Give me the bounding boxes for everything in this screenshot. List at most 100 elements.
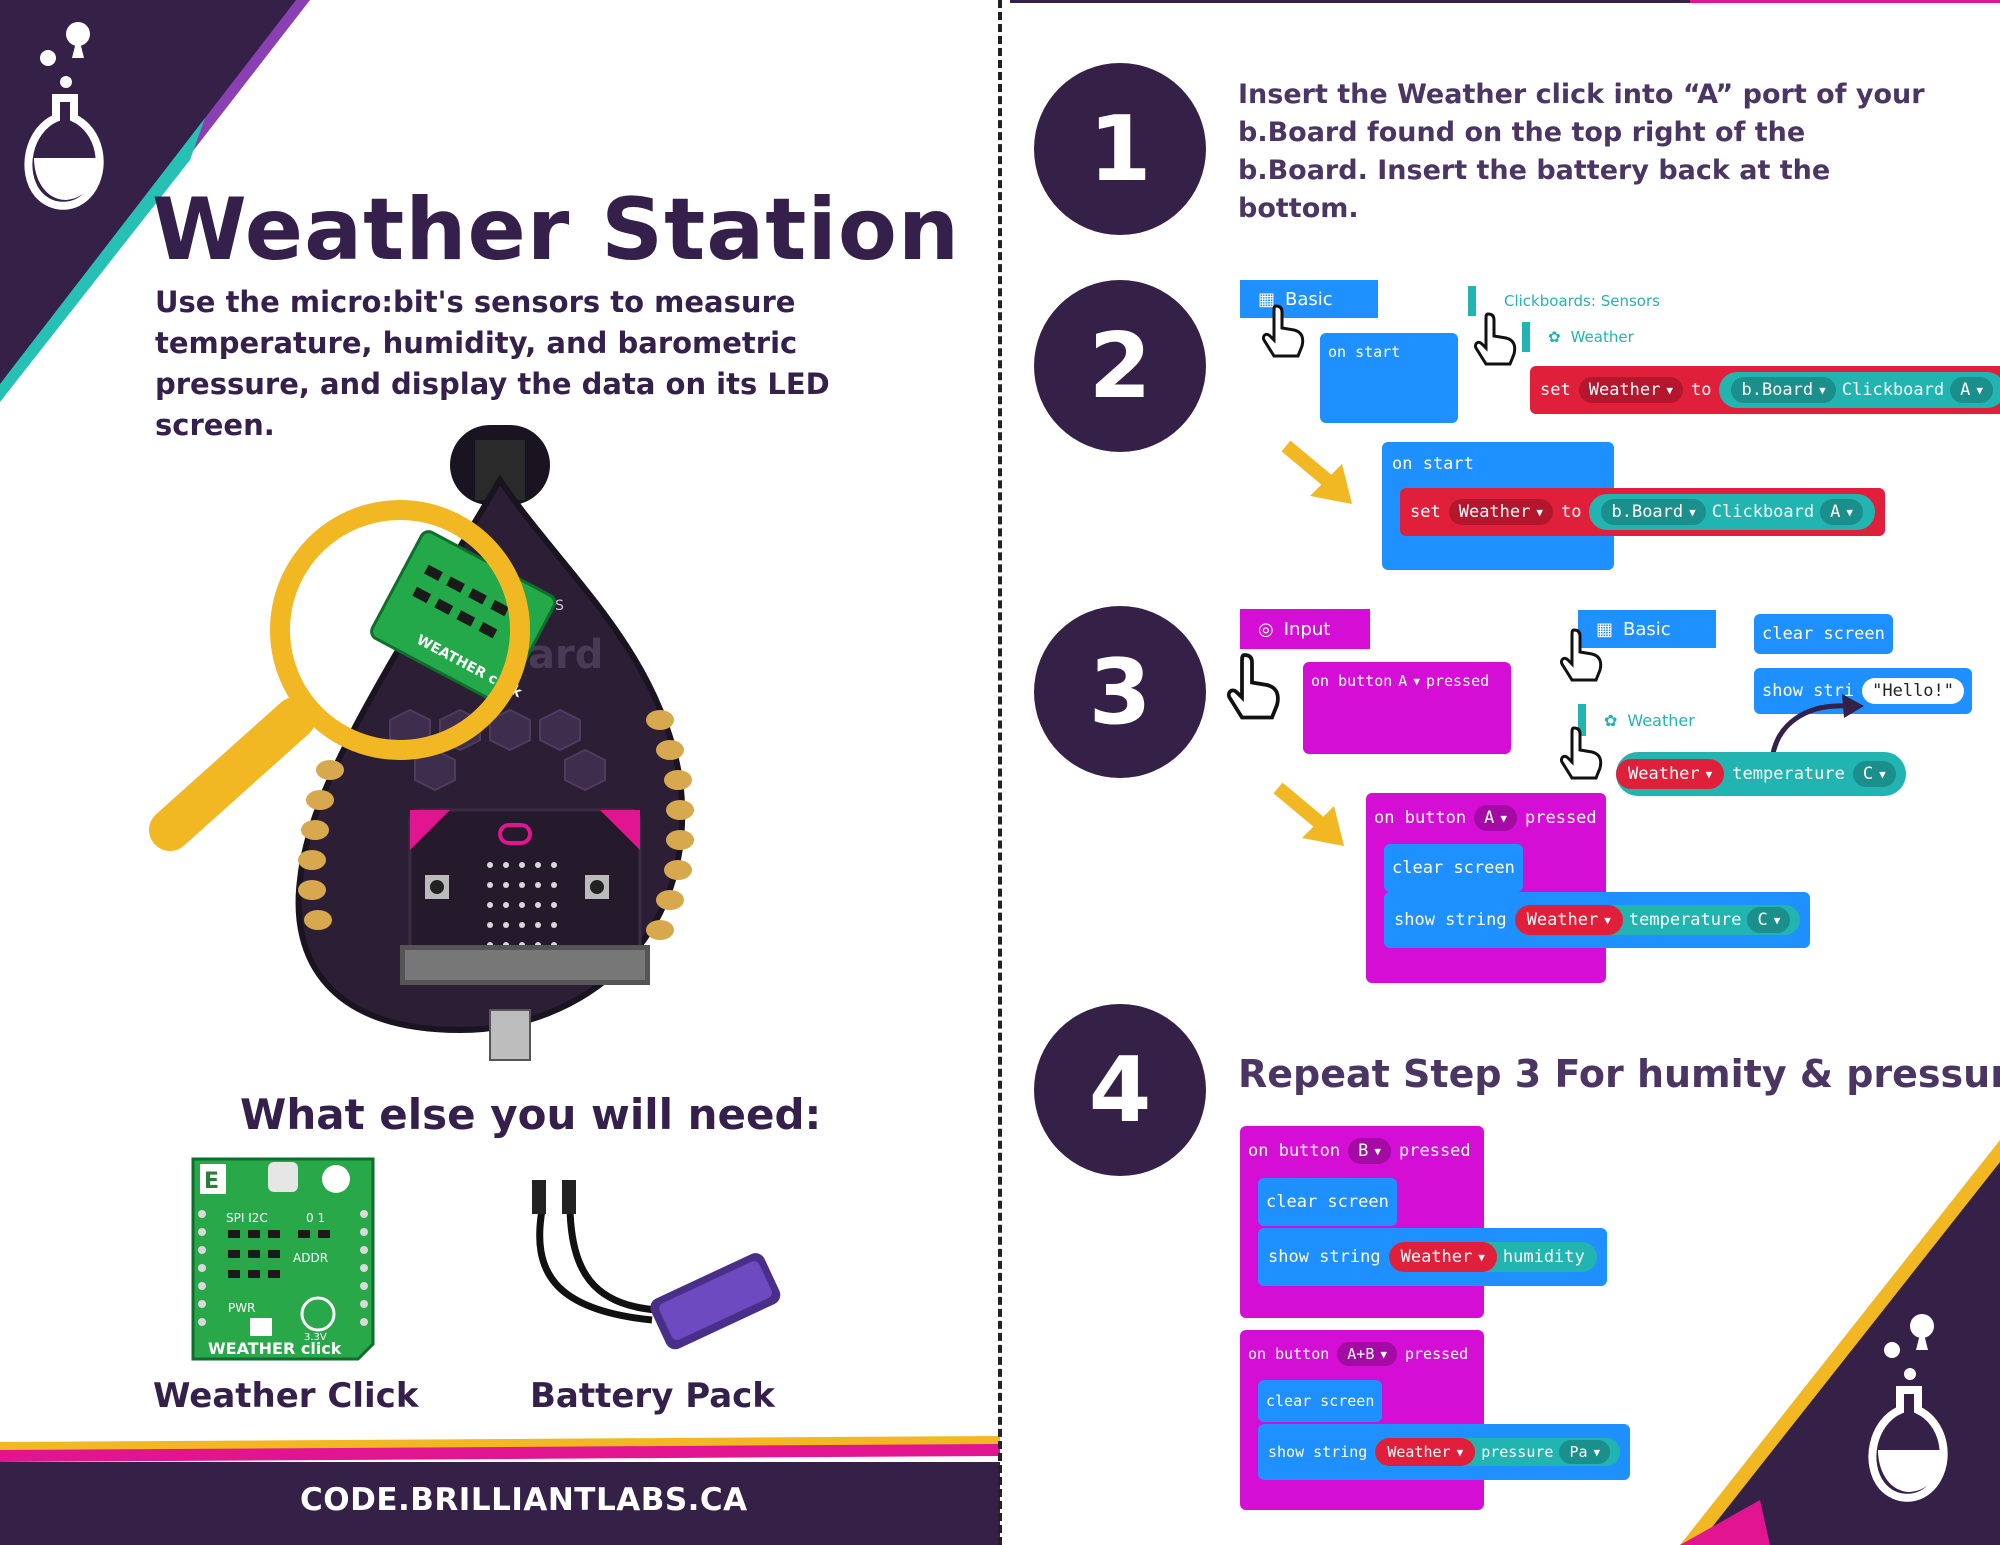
temperature-label: temperature	[1732, 764, 1845, 784]
weather-click-spi-label: SPI I2C	[226, 1211, 268, 1225]
bboard-clickboard-block[interactable]: b.Board ▼ Clickboard A ▼	[1589, 494, 1875, 530]
button-label: B	[1358, 1141, 1369, 1161]
bboard-label: b.Board	[1611, 502, 1684, 522]
to-label: to	[1561, 502, 1582, 522]
page-title: Weather Station	[152, 180, 961, 280]
on-start-block-template[interactable]: on start	[1320, 333, 1458, 423]
button-dropdown[interactable]: A+B ▼	[1337, 1342, 1397, 1366]
basic-category-label: Basic	[1623, 618, 1671, 640]
top-accent-line-pink	[1690, 0, 2000, 3]
weather-pressure-block[interactable]: Weather ▼ pressure Pa ▼	[1375, 1438, 1621, 1466]
clear-screen-label: clear screen	[1266, 1392, 1375, 1410]
bboard-label: b.Board	[1741, 380, 1814, 400]
bottom-right-corner-graphic	[1680, 1140, 2000, 1545]
set-weather-block[interactable]: set Weather ▼ to b.Board ▼ Clickboard A ▼	[1400, 488, 1885, 536]
show-string-block-template[interactable]: show stri "Hello!"	[1754, 668, 1973, 714]
on-button-label: on button	[1248, 1345, 1330, 1363]
clear-screen-block-template[interactable]: clear screen	[1754, 614, 1893, 654]
target-icon: ◎	[1258, 618, 1274, 640]
basic-category-tab[interactable]: ▦ Basic	[1240, 280, 1378, 318]
step-2-number: 2	[1034, 280, 1206, 452]
basic-category-label: Basic	[1285, 288, 1333, 310]
weather-variable-pill[interactable]: Weather ▼	[1375, 1438, 1476, 1466]
clickboards-sensors-label: Clickboards: Sensors	[1504, 292, 1660, 310]
magnifier-icon	[149, 500, 530, 851]
footer-url[interactable]: CODE.BRILLIANTLABS.CA	[300, 1482, 748, 1518]
chevron-down-icon: ▼	[1478, 1250, 1485, 1264]
yellow-arrow-icon	[1273, 782, 1344, 846]
pointer-hand-icon	[1262, 304, 1305, 358]
clear-screen-block[interactable]: clear screen	[1384, 844, 1523, 892]
set-label: set	[1410, 502, 1441, 522]
curved-arrow-icon	[1769, 694, 1864, 761]
on-button-block-template[interactable]: on button A ▼ pressed	[1303, 662, 1511, 754]
weather-variable-pill[interactable]: Weather ▼	[1514, 905, 1623, 935]
pointer-hand-icon	[1474, 312, 1517, 366]
button-dropdown[interactable]: B ▼	[1348, 1138, 1391, 1164]
show-string-label: show stri	[1762, 681, 1855, 701]
gear-icon: ✿	[1604, 710, 1618, 730]
pressure-label: pressure	[1481, 1443, 1554, 1461]
input-category-tab[interactable]: ◎ Input	[1240, 609, 1370, 649]
weather-humidity-block[interactable]: Weather ▼ humidity	[1388, 1242, 1597, 1272]
bboard-clickboard-block[interactable]: b.Board ▼ Clickboard A ▼	[1719, 372, 2000, 408]
unit-dropdown[interactable]: Pa ▼	[1559, 1440, 1611, 1464]
weather-category-label: Weather	[1570, 328, 1634, 346]
chevron-down-icon: ▼	[1500, 811, 1507, 825]
page-subtitle: Use the micro:bit's sensors to measure t…	[155, 285, 830, 442]
clear-screen-block[interactable]: clear screen	[1258, 1380, 1383, 1422]
clickboards-sensors-category[interactable]: Clickboards: Sensors	[1468, 286, 1678, 316]
battery-pack-image	[532, 1180, 781, 1350]
weather-variable-pill[interactable]: Weather ▼	[1616, 759, 1725, 789]
port-label: A	[1830, 502, 1841, 522]
chevron-down-icon: ▼	[1380, 1347, 1387, 1361]
bboard-dropdown[interactable]: b.Board ▼	[1601, 499, 1706, 525]
weather-click-name-label: WEATHER click	[208, 1339, 342, 1358]
hello-string[interactable]: "Hello!"	[1862, 678, 1965, 704]
clear-screen-block[interactable]: clear screen	[1258, 1178, 1397, 1226]
basic-category-tab[interactable]: ▦ Basic	[1578, 610, 1716, 648]
step-4-instructions: Repeat Step 3 For humity & pressure!	[1238, 1052, 2000, 1096]
bboard-dropdown[interactable]: b.Board ▼	[1731, 377, 1836, 403]
weather-temperature-block[interactable]: Weather ▼ temperature C ▼	[1514, 905, 1801, 935]
weather-click-label: Weather Click	[153, 1376, 419, 1416]
button-dropdown[interactable]: A ▼	[1474, 805, 1517, 831]
weather-variable-dropdown[interactable]: Weather ▼	[1578, 377, 1683, 403]
unit-label: Pa	[1569, 1443, 1588, 1461]
set-weather-block-template[interactable]: set Weather ▼ to b.Board ▼ Clickboard A ▼	[1530, 366, 2000, 414]
button-label: A+B	[1347, 1345, 1375, 1363]
logo-flask-icon-top	[24, 22, 104, 210]
on-button-label: on button	[1374, 808, 1467, 828]
on-button-label: on button	[1248, 1141, 1341, 1161]
footer-band	[0, 1436, 1000, 1545]
port-label: A	[1960, 380, 1971, 400]
pointer-hand-icon	[1227, 653, 1280, 720]
pressed-label: pressed	[1425, 672, 1490, 690]
unit-dropdown[interactable]: C ▼	[1747, 907, 1791, 933]
weather-click-board-image: E SPI I2C 0 1 ADDR PWR 3.3V WEATHER clic…	[191, 1157, 375, 1361]
weather-category[interactable]: ✿ Weather	[1522, 322, 1652, 352]
show-string-block[interactable]: show string Weather ▼ temperature C ▼	[1384, 892, 1811, 948]
pressed-label: pressed	[1525, 808, 1597, 828]
port-dropdown[interactable]: A ▼	[1820, 499, 1863, 525]
port-dropdown[interactable]: A ▼	[1950, 377, 1993, 403]
chevron-down-icon: ▼	[1604, 913, 1611, 927]
weather-variable-pill[interactable]: Weather ▼	[1388, 1242, 1497, 1272]
show-string-block[interactable]: show string Weather ▼ humidity	[1258, 1228, 1607, 1286]
grid-icon: ▦	[1596, 618, 1614, 640]
step-1-instructions: Insert the Weather click into “A” port o…	[1238, 79, 1925, 224]
clear-screen-label: clear screen	[1392, 858, 1515, 878]
unit-dropdown[interactable]: C ▼	[1852, 761, 1896, 787]
show-string-label: show string	[1268, 1443, 1368, 1461]
clickboard-label: Clickboard	[1711, 502, 1815, 522]
chevron-down-icon: ▼	[1976, 383, 1983, 397]
weather-variable-label: Weather	[1387, 1443, 1451, 1461]
weather-temperature-block-template[interactable]: Weather ▼ temperature C ▼	[1616, 752, 1906, 796]
weather-variable-label: Weather	[1458, 502, 1531, 522]
weather-variable-dropdown[interactable]: Weather ▼	[1448, 499, 1553, 525]
chevron-down-icon: ▼	[1593, 1445, 1601, 1459]
weather-variable-label: Weather	[1628, 764, 1700, 784]
show-string-block[interactable]: show string Weather ▼ pressure Pa ▼	[1258, 1424, 1631, 1480]
weather-click-voltage-label: 3.3V	[304, 1332, 327, 1343]
weather-category[interactable]: ✿ Weather	[1578, 704, 1713, 736]
